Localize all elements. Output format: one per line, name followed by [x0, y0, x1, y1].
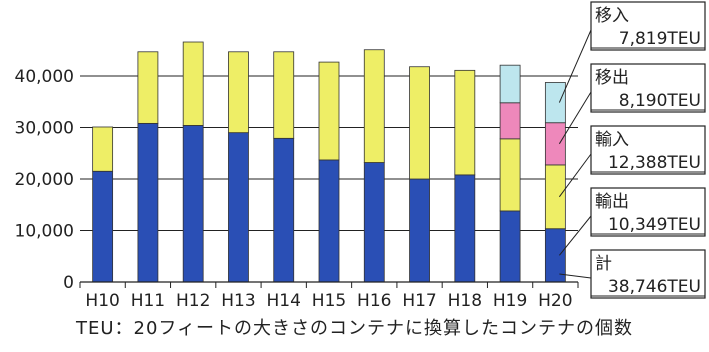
y-tick-label: 30,000	[15, 119, 74, 139]
bar-segment	[273, 137, 295, 283]
leader-line	[558, 29, 592, 103]
bar-segment	[363, 162, 385, 283]
annotation-value: 12,388TEU	[608, 153, 701, 173]
x-tick-label: H17	[402, 291, 436, 310]
annotation-box	[590, 187, 706, 237]
annotation-box	[590, 1, 706, 51]
y-tick-label: 40,000	[15, 67, 74, 87]
leader-line	[558, 215, 592, 256]
annotation-value: 38,746TEU	[608, 277, 701, 297]
bar-segment	[137, 51, 159, 124]
annotation-value: 8,190TEU	[619, 91, 701, 111]
annotation-boxes: 移入 7,819TEU 移出 8,190TEU 輸入 12,388TEU 輸出 10,349T…	[558, 1, 706, 299]
bar-segment	[499, 102, 521, 140]
annotation-label: 計	[595, 254, 612, 274]
x-tick-label: H16	[357, 291, 391, 310]
bar-segment	[544, 164, 566, 230]
x-tick-label: H14	[267, 291, 301, 310]
axes	[79, 281, 579, 288]
annotation-label: 移出	[595, 68, 629, 88]
x-tick-label: H11	[131, 291, 165, 310]
x-tick-label: H12	[176, 291, 210, 310]
bar-segment	[182, 125, 204, 283]
x-tick-label: H15	[312, 291, 346, 310]
x-tick-label: H10	[85, 291, 119, 310]
bar-segment	[273, 51, 295, 139]
bar-segment	[318, 159, 340, 283]
x-tick-label: H19	[493, 291, 527, 310]
annotation-label: 輸入	[595, 130, 629, 150]
bar-segment	[228, 51, 249, 134]
leader-line	[558, 153, 592, 198]
bar-segment	[544, 82, 566, 124]
bars	[92, 41, 566, 283]
bar-segment	[182, 41, 204, 126]
bar-segment	[318, 61, 340, 161]
leader-line	[559, 273, 592, 279]
y-tick-label: 20,000	[15, 170, 74, 190]
bar-segment	[409, 66, 430, 180]
bar-segment	[544, 122, 566, 166]
annotation-box	[590, 125, 706, 175]
y-tick-label: 0	[63, 273, 74, 293]
bar-segment	[499, 138, 521, 212]
y-tick-label: 10,000	[15, 222, 74, 242]
footnote: TEU：20フィートの大きさのコンテナに換算したコンテナの個数	[75, 318, 634, 339]
annotation-value: 10,349TEU	[608, 215, 701, 235]
bar-segment	[228, 132, 249, 283]
bar-segment	[409, 178, 430, 283]
x-tick-label: H18	[448, 291, 482, 310]
x-tick-label: H13	[221, 291, 255, 310]
annotation-box	[590, 249, 706, 299]
x-tick-labels: H10 H11 H12 H13 H14 H15 H16 H17 H18 H19 H20	[85, 291, 572, 310]
leader-line	[558, 91, 592, 145]
bar-segment	[499, 64, 521, 104]
annotation-value: 7,819TEU	[619, 29, 701, 49]
annotation-label: 輸出	[595, 192, 629, 212]
y-tick-labels: 0 10,000 20,000 30,000 40,000	[15, 67, 74, 293]
x-tick-label: H20	[538, 291, 572, 310]
bar-segment	[92, 170, 114, 283]
bar-segment	[92, 126, 114, 172]
bar-segment	[454, 69, 476, 176]
annotation-label: 移入	[595, 6, 629, 26]
bar-segment	[137, 122, 159, 283]
bar-segment	[499, 210, 521, 283]
bar-segment	[363, 49, 385, 163]
annotation-box	[590, 63, 706, 113]
bar-segment	[454, 174, 476, 283]
